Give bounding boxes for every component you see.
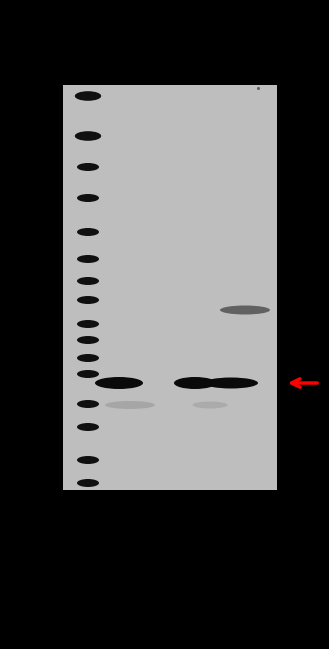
Ellipse shape: [77, 423, 99, 431]
Ellipse shape: [77, 479, 99, 487]
Ellipse shape: [220, 306, 270, 315]
Ellipse shape: [77, 336, 99, 344]
Ellipse shape: [75, 92, 101, 101]
Ellipse shape: [77, 228, 99, 236]
Ellipse shape: [77, 370, 99, 378]
Ellipse shape: [95, 377, 143, 389]
Ellipse shape: [77, 456, 99, 464]
Ellipse shape: [77, 163, 99, 171]
Ellipse shape: [77, 277, 99, 285]
Ellipse shape: [77, 320, 99, 328]
Ellipse shape: [77, 400, 99, 408]
Ellipse shape: [192, 402, 227, 408]
Ellipse shape: [174, 377, 216, 389]
Ellipse shape: [77, 255, 99, 263]
Ellipse shape: [105, 401, 155, 409]
Ellipse shape: [77, 296, 99, 304]
Ellipse shape: [77, 354, 99, 362]
Bar: [63, 85, 277, 490]
Ellipse shape: [75, 131, 101, 141]
Ellipse shape: [204, 378, 258, 389]
Ellipse shape: [77, 194, 99, 202]
